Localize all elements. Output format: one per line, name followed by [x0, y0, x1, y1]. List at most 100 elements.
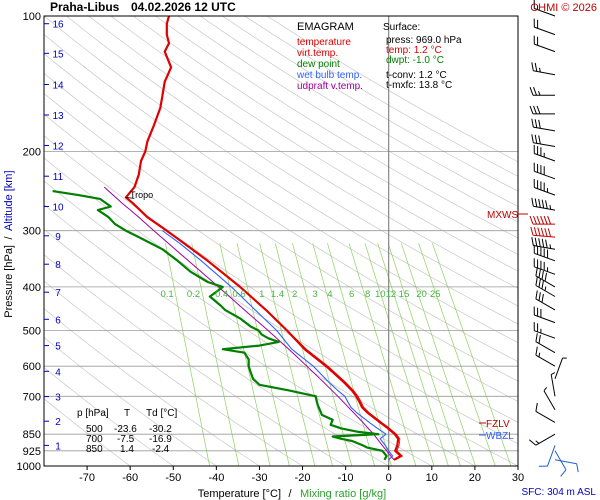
barb-staff: [533, 142, 556, 147]
barb-flag: [538, 292, 541, 301]
legend-wet-bulb: wet bulb temp.: [296, 70, 362, 81]
barb-flag: [531, 237, 534, 246]
pressure-tick-label: 500: [23, 326, 41, 338]
table-header-t: T: [124, 408, 130, 419]
barb-flag: [534, 237, 538, 247]
altitude-tick-label: 3: [55, 393, 61, 404]
barb-half-flag: [543, 387, 548, 392]
barb-staff: [534, 8, 556, 17]
barb-flag: [536, 215, 541, 225]
barb-flag: [535, 276, 538, 286]
barb-staff: [534, 170, 556, 180]
pressure-tick-label: 300: [23, 226, 41, 238]
barb-staff: [550, 374, 556, 397]
wind-barb: [529, 105, 555, 115]
barb-staff: [535, 354, 556, 367]
wind-barbs: [528, 0, 579, 477]
barb-flag: [529, 215, 534, 225]
altitude-tick-label: 14: [52, 81, 64, 92]
wind-barb: [529, 87, 555, 96]
barb-staff: [534, 26, 556, 36]
barb-flag: [534, 62, 538, 72]
table-cell: -7.5: [117, 434, 135, 445]
wind-barb: [531, 62, 556, 76]
barb-flag: [538, 269, 541, 278]
barb-flag: [533, 227, 538, 236]
barb-staff: [534, 153, 556, 162]
pressure-tick-label: 700: [23, 391, 41, 403]
wind-barb: [535, 267, 556, 288]
wind-barb: [533, 322, 556, 339]
chart-grid: [44, 16, 518, 466]
barb-flag: [531, 197, 534, 207]
tropopause-label: Tropo: [130, 190, 153, 200]
wind-barb: [543, 387, 556, 411]
wind-barb: [550, 372, 556, 397]
barb-staff: [533, 245, 556, 250]
wind-barb: [554, 459, 579, 473]
barb-flag: [533, 105, 537, 115]
temp-tick-label: 10: [426, 472, 438, 484]
wind-barb: [538, 445, 556, 467]
barb-flag: [541, 199, 545, 209]
altitude-tick-label: 16: [52, 20, 64, 31]
altitude-tick-label: 15: [52, 49, 64, 60]
wind-barb: [529, 215, 555, 225]
wind-barb: [531, 118, 556, 132]
mixing-ratio-line: [400, 243, 476, 466]
wind-barb: [535, 333, 556, 354]
surface-temp: temp: 1.2 °C: [386, 45, 442, 56]
barb-flag: [534, 119, 538, 128]
barb-flag: [540, 215, 545, 225]
altitude-tick-label: 11: [53, 172, 64, 183]
x-axis-title: Temperature [°C] / Mixing ratio [g/kg]: [198, 488, 386, 500]
barb-flag: [537, 227, 541, 236]
temp-tick-label: -50: [165, 472, 181, 484]
mixing-ratio-label: 1: [259, 289, 264, 300]
altitude-tick-label: 7: [55, 288, 61, 299]
mixing-ratio-line: [165, 243, 210, 466]
temp-tick-label: -30: [252, 472, 268, 484]
mixing-ratio-line: [236, 243, 290, 466]
series-line-virt-temp: [125, 16, 404, 461]
wind-barb: [533, 18, 556, 36]
table-cell: -2.4: [152, 444, 170, 455]
barb-flag: [535, 333, 538, 342]
barb-half-flag: [544, 286, 547, 291]
y-axis-title-pressure: Pressure [hPa]: [3, 245, 15, 318]
wind-barb: [554, 357, 567, 379]
altitude-tick-label: 10: [52, 203, 64, 214]
altitude-tick-label: 13: [52, 111, 64, 122]
temp-tick-label: -10: [338, 472, 354, 484]
barb-flag: [538, 119, 541, 129]
dry-adiabat: [44, 53, 518, 363]
temp-tick-label: -20: [295, 472, 311, 484]
barb-flag: [541, 238, 545, 248]
barb-flag: [534, 134, 538, 144]
wind-barb: [533, 144, 556, 162]
pressure-tick-label: 1000: [17, 461, 41, 473]
mixing-ratio-label: 0.2: [187, 289, 200, 300]
barb-flag: [535, 290, 538, 299]
surface-dwpt: dwpt: -1.0 °C: [386, 55, 444, 66]
wind-barb: [533, 306, 556, 324]
plot-frame: [43, 15, 519, 467]
wind-barb: [554, 450, 567, 477]
barb-flag: [544, 272, 547, 282]
pressure-tick-label: 925: [23, 446, 41, 458]
barb-flag: [533, 87, 537, 96]
barb-half-flag: [538, 91, 541, 96]
wind-barb: [533, 35, 556, 53]
pressure-tick-label: 850: [23, 429, 41, 441]
legend-title: EMAGRAM: [297, 21, 354, 33]
mixing-ratio-line: [191, 243, 240, 466]
barb-flag: [547, 215, 552, 225]
barb-half-flag: [535, 440, 540, 444]
barb-staff: [554, 450, 567, 471]
barb-staff: [533, 205, 556, 211]
temp-tick-label: -60: [122, 472, 138, 484]
mixing-ratio-label: 0.4: [215, 289, 228, 300]
axis-ticks: 0.1 0.2 0.4 0.6 1 1.4 2 3 4 6 8 10 12 15 20 25100200300…: [17, 11, 525, 484]
barb-flag: [545, 200, 548, 209]
barb-flag: [538, 238, 541, 247]
